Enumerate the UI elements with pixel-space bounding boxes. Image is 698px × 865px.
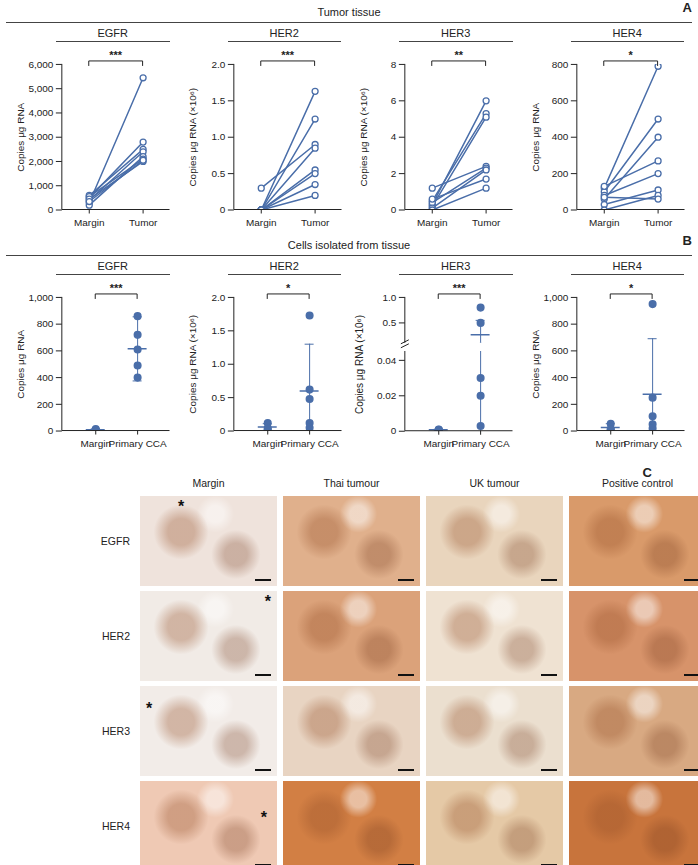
svg-text:600: 600 [37, 346, 54, 357]
svg-text:8: 8 [391, 59, 397, 70]
html-text:EGFR: EGFR [100, 534, 130, 547]
svg-text:6,000: 6,000 [28, 59, 53, 70]
svg-text:2,000: 2,000 [28, 156, 53, 167]
html-text:HER2: HER2 [102, 629, 130, 642]
svg-text:Primary CCA: Primary CCA [109, 439, 168, 450]
html-text:HER2: HER2 [269, 260, 299, 273]
html-text:Margin: Margin [192, 476, 225, 489]
html-text:Thai tumour: Thai tumour [323, 476, 380, 489]
svg-text:Primary CCA: Primary CCA [623, 439, 682, 450]
html-text:Cells isolated from tissue: Cells isolated from tissue [287, 239, 411, 252]
svg-text:800: 800 [551, 59, 568, 70]
svg-text:Margin: Margin [595, 439, 625, 450]
svg-text:0: 0 [48, 204, 54, 215]
svg-text:0: 0 [48, 426, 54, 437]
svg-text:Copies μg RNA (×10⁶): Copies μg RNA (×10⁶) [186, 315, 197, 414]
svg-text:**: ** [454, 49, 463, 61]
svg-text:200: 200 [37, 399, 54, 410]
svg-text:800: 800 [551, 319, 568, 330]
svg-text:0.04: 0.04 [377, 355, 397, 366]
svg-text:0.5: 0.5 [383, 318, 397, 329]
html-text:HER4: HER4 [612, 27, 642, 39]
svg-text:1,000: 1,000 [543, 292, 568, 303]
svg-text:2.0: 2.0 [211, 292, 225, 303]
html-text:B: B [682, 233, 692, 249]
svg-text:5,000: 5,000 [28, 83, 53, 94]
svg-text:Tumor: Tumor [472, 217, 501, 228]
svg-text:Copies μg RNA: Copies μg RNA [529, 102, 540, 171]
svg-text:Primary CCA: Primary CCA [280, 439, 339, 450]
html-text:HER4: HER4 [102, 819, 130, 832]
svg-text:***: *** [109, 49, 123, 61]
html-text:EGFR: EGFR [97, 260, 128, 273]
svg-text:600: 600 [551, 95, 568, 106]
svg-text:4,000: 4,000 [28, 107, 53, 118]
svg-text:400: 400 [37, 372, 54, 383]
svg-text:*: * [628, 49, 633, 61]
html-text:EGFR: EGFR [97, 27, 128, 39]
html-text:UK tumour: UK tumour [469, 476, 520, 489]
html-text:A: A [682, 0, 692, 15]
svg-text:400: 400 [551, 372, 568, 383]
svg-text:1.0: 1.0 [211, 359, 225, 370]
svg-text:6: 6 [391, 95, 397, 106]
svg-text:0: 0 [562, 426, 568, 437]
svg-text:200: 200 [551, 168, 568, 179]
svg-text:0: 0 [219, 204, 225, 215]
svg-text:***: *** [110, 282, 124, 294]
svg-text:600: 600 [551, 346, 568, 357]
svg-text:Margin: Margin [424, 439, 454, 450]
svg-text:1,000: 1,000 [28, 180, 53, 191]
svg-text:Copies μg RNA (×10⁶): Copies μg RNA (×10⁶) [186, 88, 197, 187]
svg-text:1.5: 1.5 [211, 325, 225, 336]
svg-text:Copies μg RNA: Copies μg RNA [15, 102, 26, 171]
svg-text:***: *** [281, 49, 295, 61]
svg-text:Margin: Margin [74, 217, 104, 228]
svg-text:Margin: Margin [246, 217, 276, 228]
svg-text:Margin: Margin [252, 439, 282, 450]
html-text:HER3: HER3 [441, 27, 471, 39]
svg-text:***: *** [453, 282, 467, 294]
svg-text:Primary CCA: Primary CCA [452, 439, 510, 450]
svg-text:800: 800 [37, 319, 54, 330]
svg-text:400: 400 [551, 131, 568, 142]
svg-text:1.5: 1.5 [211, 95, 225, 106]
svg-text:0.5: 0.5 [211, 392, 225, 403]
svg-text:Tumor: Tumor [300, 217, 329, 228]
html-text:HER3: HER3 [102, 724, 130, 737]
svg-text:4: 4 [391, 131, 397, 142]
html-text:HER4: HER4 [612, 260, 642, 273]
svg-text:Copies μg RNA: Copies μg RNA [15, 330, 26, 399]
svg-text:1.0: 1.0 [383, 292, 397, 303]
svg-text:0.5: 0.5 [211, 168, 225, 179]
svg-text:0: 0 [562, 204, 568, 215]
svg-text:*: * [286, 282, 291, 294]
svg-text:Margin: Margin [80, 439, 110, 450]
html-text:HER2: HER2 [269, 27, 299, 39]
svg-text:Margin: Margin [589, 217, 619, 228]
svg-text:3,000: 3,000 [28, 131, 53, 142]
svg-text:1,000: 1,000 [28, 292, 53, 303]
svg-text:2.0: 2.0 [211, 59, 225, 70]
svg-text:0: 0 [391, 204, 397, 215]
svg-text:Tumor: Tumor [129, 217, 158, 228]
svg-text:Margin: Margin [417, 217, 447, 228]
html-text:HER3: HER3 [441, 260, 471, 273]
html-text:C: C [642, 464, 652, 480]
svg-text:200: 200 [551, 399, 568, 410]
svg-text:2: 2 [391, 168, 397, 179]
svg-text:Copies μg RNA: Copies μg RNA [529, 330, 540, 399]
svg-text:0: 0 [219, 426, 225, 437]
svg-text:0: 0 [391, 426, 397, 437]
svg-text:Copies μg RNA (×10⁶): Copies μg RNA (×10⁶) [358, 88, 369, 187]
html-text:Positive control: Positive control [601, 476, 674, 489]
svg-text:1.0: 1.0 [211, 131, 225, 142]
svg-text:0.02: 0.02 [377, 390, 397, 401]
svg-text:Tumor: Tumor [643, 217, 672, 228]
html-text:Copies μg RNA (×10⁶): Copies μg RNA (×10⁶) [353, 315, 365, 415]
html-text:Tumor tissue: Tumor tissue [317, 6, 381, 18]
svg-text:*: * [629, 282, 634, 294]
